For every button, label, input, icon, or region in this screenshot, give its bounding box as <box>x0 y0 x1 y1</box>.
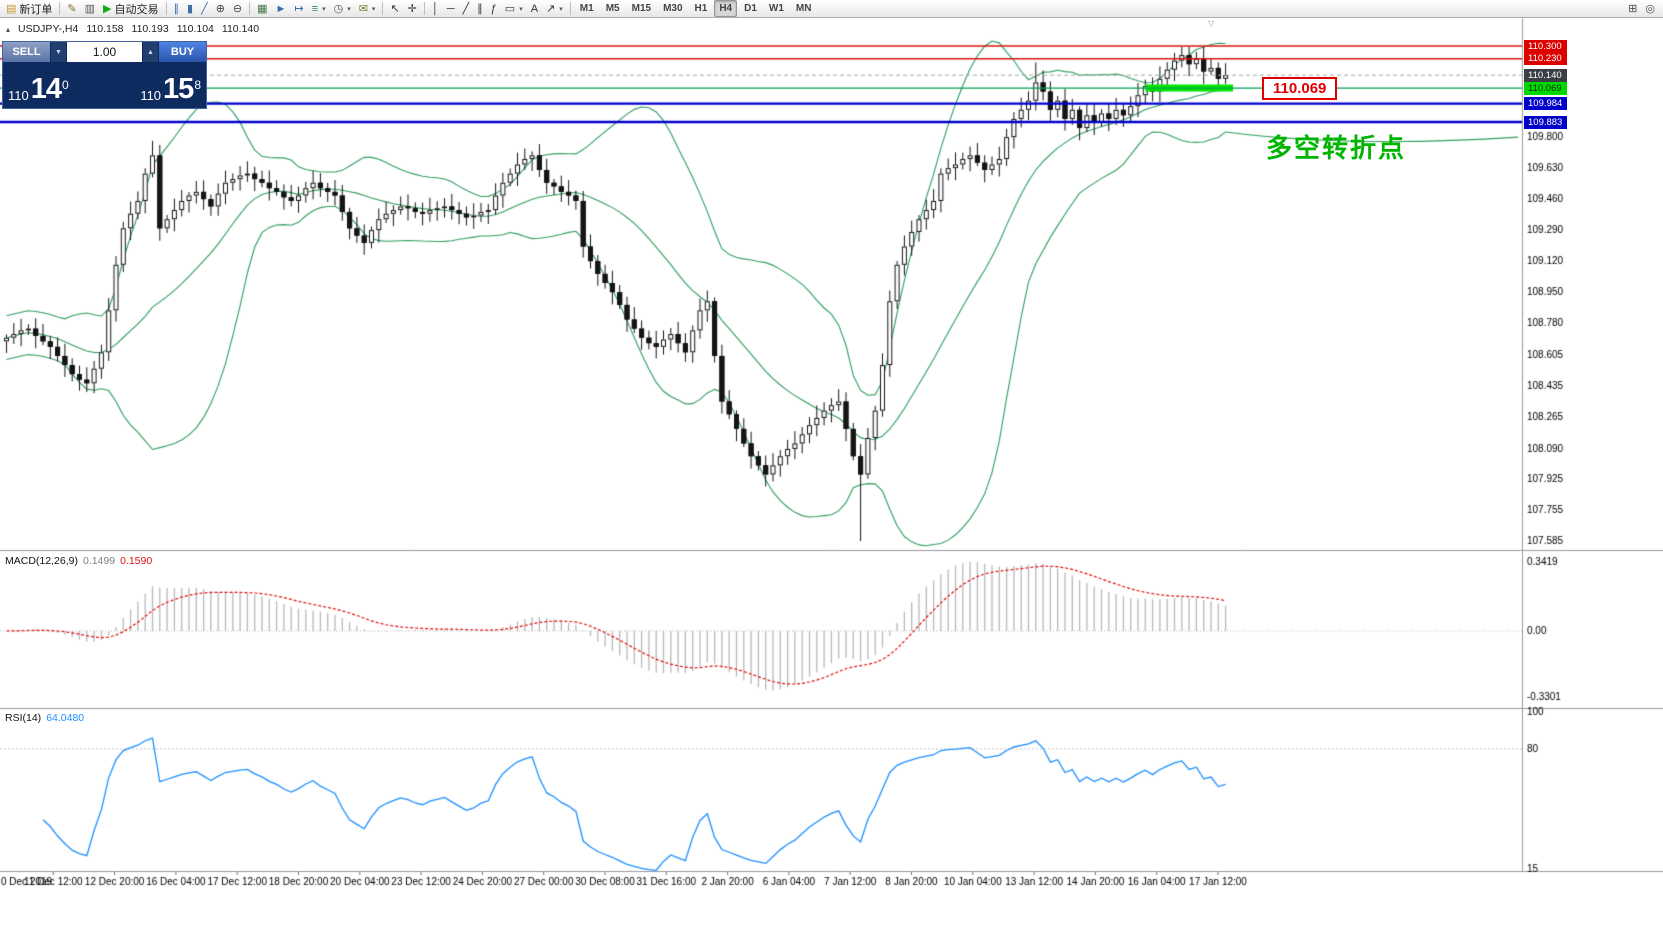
bid-price: 110 14 0 <box>8 75 69 104</box>
profiles-icon[interactable]: ✎ <box>67 2 77 15</box>
rsi-name: RSI(14) <box>5 712 42 724</box>
bars-chart-icon[interactable]: ∥ <box>173 2 180 15</box>
fibonacci-icon[interactable]: ƒ <box>490 2 497 15</box>
macd-window-label: MACD(12,26,9) 0.1499 0.1590 <box>5 555 152 567</box>
toolbar-separator <box>423 2 425 15</box>
ask-big-digits: 15 <box>163 73 194 105</box>
toolbar-separator <box>59 2 61 15</box>
price-badge: 110.300 <box>1524 39 1567 53</box>
price-badge: 109.984 <box>1524 97 1567 111</box>
timeframe-w1-button[interactable]: W1 <box>768 3 784 14</box>
panel-separator[interactable] <box>0 549 1663 552</box>
new-order-button[interactable]: ▤ 新订单 <box>6 2 53 16</box>
price-badge: 110.140 <box>1524 68 1567 82</box>
ohlc-close: 110.140 <box>221 23 260 35</box>
print-icon[interactable]: ▥ <box>84 2 96 15</box>
chart-shift-marker: ▽ <box>1208 19 1215 28</box>
auto-scroll-icon[interactable]: ► <box>275 2 287 15</box>
autotrading-button[interactable]: ▶ 自动交易 <box>103 2 159 16</box>
lot-increase-button[interactable]: ▲ <box>142 42 159 62</box>
macd-name: MACD(12,26,9) <box>5 555 78 567</box>
templates-icon[interactable]: ✉ ▾ <box>358 2 376 15</box>
ohlc-open: 110.158 <box>86 23 124 35</box>
vertical-line-icon[interactable]: │ <box>431 2 439 15</box>
timeframe-m15-button[interactable]: M15 <box>631 3 652 14</box>
shapes-icon[interactable]: ▭ ▾ <box>504 2 523 15</box>
lot-size-input[interactable] <box>67 42 142 62</box>
buy-button[interactable]: BUY <box>159 42 206 62</box>
timeframe-m30-button[interactable]: M30 <box>663 3 683 14</box>
toolbar-separator <box>569 2 571 15</box>
time-scale[interactable] <box>0 872 1663 892</box>
turning-point-text[interactable]: 多空转折点 <box>1266 133 1407 163</box>
zoom-in-icon[interactable]: ⊕ <box>215 2 225 15</box>
rsi-value: 64.0480 <box>46 712 85 724</box>
text-icon[interactable]: A <box>530 2 539 15</box>
timeframe-d1-button[interactable]: D1 <box>744 3 757 14</box>
arrows-icon[interactable]: ↗ ▾ <box>546 2 563 15</box>
expand-icon[interactable]: ⊞ <box>1628 2 1638 15</box>
line-chart-icon[interactable]: ╱ <box>201 2 208 15</box>
price-badge: 110.069 <box>1524 81 1567 95</box>
toolbar-separator <box>165 2 167 15</box>
candles-chart-icon[interactable]: ▮ <box>187 2 194 15</box>
macd-value: 0.1499 <box>82 555 116 567</box>
one-click-trading-panel: SELL ▼ ▲ BUY 110 14 0 110 15 8 <box>2 41 207 109</box>
timeframe-h4-button[interactable]: H4 <box>714 0 738 17</box>
collapse-arrow-icon[interactable]: ▴ <box>6 24 11 34</box>
ask-prefix: 110 <box>140 88 162 103</box>
symbol-header: ▴ USDJPY-,H4 110.158 110.193 110.104 110… <box>6 23 259 35</box>
timeframe-h1-button[interactable]: H1 <box>694 3 708 14</box>
bid-prefix: 110 <box>8 88 29 103</box>
zoom-out-icon[interactable]: ⊖ <box>232 2 243 15</box>
horizontal-line-icon[interactable]: ─ <box>446 2 455 15</box>
symbol-name: USDJPY-,H4 <box>18 23 79 35</box>
ohlc-low: 110.104 <box>176 23 214 35</box>
price-badge: 110.230 <box>1524 52 1567 66</box>
search-icon[interactable]: ◎ <box>1645 2 1655 15</box>
price-badge: 109.883 <box>1524 115 1567 129</box>
panel-separator[interactable] <box>0 707 1663 710</box>
macd-signal-value: 0.1590 <box>120 555 153 567</box>
main-toolbar: ▤ 新订单 ✎ ▥ ▶ 自动交易 ∥ ▮ ╱ ⊕ ⊖ ▦ ► ↦ ≡ ▾ ◷ ▾ ✉ ▾ ↖ ✛ │ ─ ╱ ∥ ƒ ▭ ▾ A ↗ ▾ M1 M… <box>0 0 1663 18</box>
timeframe-m1-button[interactable]: M1 <box>579 3 594 14</box>
timeframe-mn-button[interactable]: MN <box>795 3 812 14</box>
channel-icon[interactable]: ∥ <box>477 2 483 15</box>
ask-pip-digit: 8 <box>194 78 201 92</box>
toolbar-separator <box>249 2 251 15</box>
toolbar-separator <box>382 2 384 15</box>
price-callout-label[interactable]: 110.069 <box>1262 77 1338 100</box>
trendline-icon[interactable]: ╱ <box>462 2 470 15</box>
crosshair-icon[interactable]: ✛ <box>407 2 417 15</box>
price-scale[interactable] <box>1522 18 1663 872</box>
ohlc-high: 110.193 <box>131 23 169 35</box>
indicators-icon[interactable]: ≡ ▾ <box>311 2 326 15</box>
chart-shift-icon[interactable]: ↦ <box>294 2 304 15</box>
cursor-icon[interactable]: ↖ <box>390 2 400 15</box>
bid-pip-digit: 0 <box>62 78 69 92</box>
rsi-window-label: RSI(14) 64.0480 <box>5 712 84 724</box>
sell-button[interactable]: SELL <box>3 42 50 62</box>
bid-big-digits: 14 <box>30 73 62 105</box>
lot-decrease-button[interactable]: ▼ <box>50 42 67 62</box>
timeframe-m5-button[interactable]: M5 <box>605 3 620 14</box>
periods-icon[interactable]: ◷ ▾ <box>333 2 351 15</box>
ask-price: 110 15 8 <box>140 75 201 104</box>
tile-windows-icon[interactable]: ▦ <box>257 2 268 15</box>
